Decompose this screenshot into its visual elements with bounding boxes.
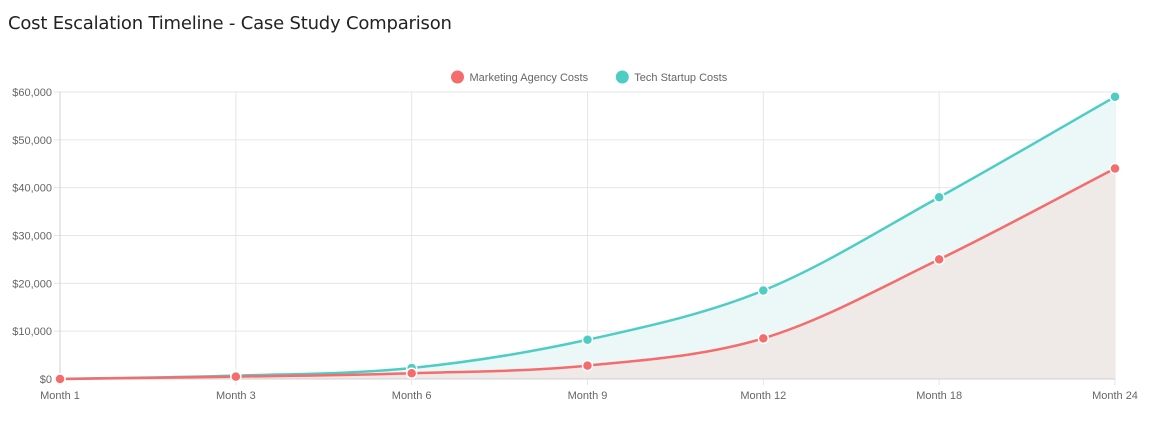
legend-swatch [451, 70, 464, 84]
point-marketing[interactable] [757, 332, 770, 345]
x-tick-label: Month 6 [392, 390, 432, 402]
page-title: Cost Escalation Timeline - Case Study Co… [8, 13, 452, 34]
x-tick-label: Month 18 [916, 390, 962, 402]
series-areas [60, 96, 1115, 380]
point-marketing[interactable] [230, 370, 242, 383]
x-tick-label: Month 12 [740, 390, 786, 402]
point-marketing[interactable] [54, 373, 66, 385]
legend: Marketing Agency Costs Tech Startup Costs [451, 70, 728, 85]
legend-item-tech[interactable]: Tech Startup Costs [615, 70, 728, 85]
y-tick-label: $50,000 [12, 135, 52, 147]
y-tick-label: $10,000 [12, 326, 52, 338]
legend-label: Marketing Agency Costs [470, 72, 589, 84]
point-tech[interactable] [581, 334, 594, 346]
point-marketing[interactable] [405, 367, 418, 380]
point-tech[interactable] [933, 191, 945, 203]
y-tick-label: $20,000 [12, 278, 52, 290]
y-tick-label: $30,000 [12, 231, 52, 243]
point-marketing[interactable] [933, 253, 945, 266]
point-marketing[interactable] [1109, 162, 1121, 175]
point-tech[interactable] [1109, 91, 1121, 103]
y-tick-label: $0 [40, 374, 52, 386]
y-tick-label: $40,000 [12, 183, 52, 195]
tick-labels: $0 $10,000 $20,000 $30,000 $40,000 $50,000 $60… [12, 87, 1138, 402]
y-tick-label: $60,000 [12, 87, 52, 99]
data-points [54, 91, 1121, 385]
legend-swatch [615, 70, 629, 84]
x-tick-label: Month 1 [40, 390, 80, 402]
area-marketing [60, 168, 1115, 379]
point-marketing[interactable] [581, 359, 594, 372]
legend-item-marketing[interactable]: Marketing Agency Costs [451, 70, 589, 85]
x-tick-label: Month 24 [1092, 390, 1138, 402]
legend-label: Tech Startup Costs [634, 72, 727, 84]
x-tick-label: Month 9 [568, 390, 608, 402]
x-tick-label: Month 3 [216, 390, 256, 402]
point-tech[interactable] [757, 284, 770, 297]
